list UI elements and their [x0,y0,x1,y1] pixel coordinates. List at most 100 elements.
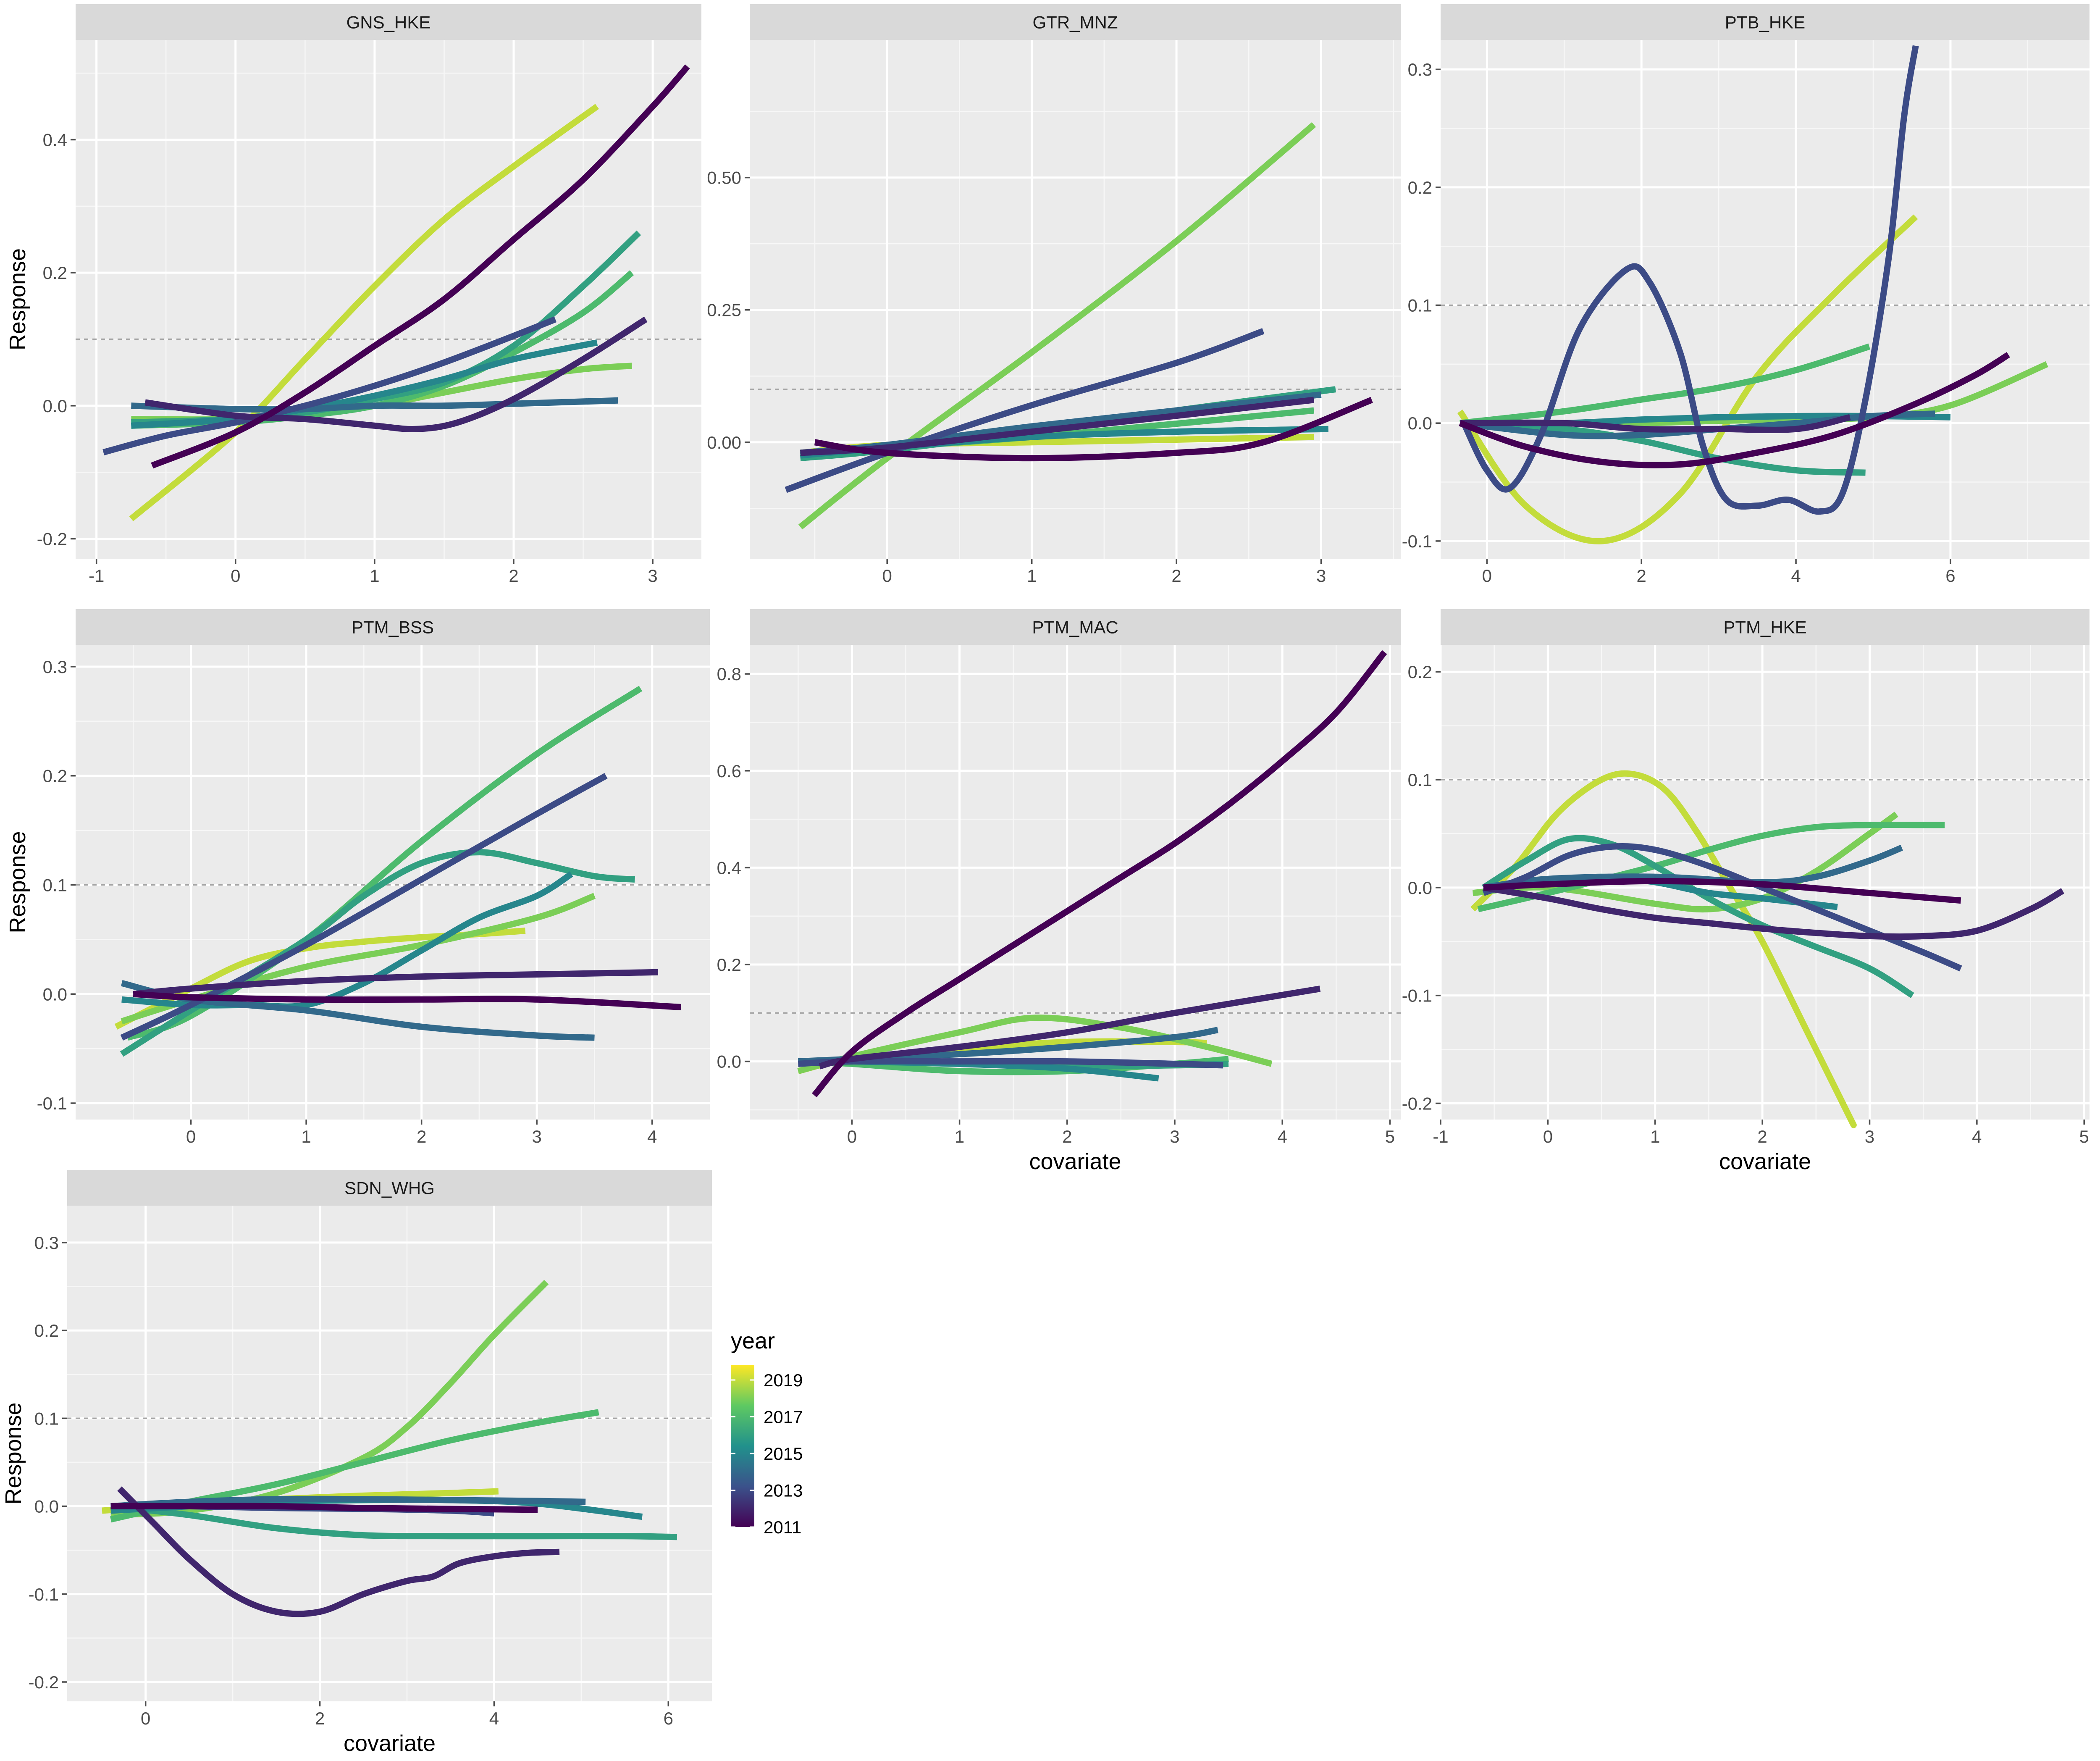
series-line-2017 [1477,822,1945,912]
x-tick-label: 2 [1171,566,1181,586]
series-line-2017 [126,686,643,1041]
legend-label: 2015 [764,1444,803,1464]
panel-background [76,645,710,1120]
y-tick-label: -0.1 [1402,986,1432,1006]
x-tick-label: 0 [1482,566,1492,586]
y-tick-label: 0.3 [43,657,67,677]
x-tick-label: 2 [1062,1127,1072,1146]
series-line-2018 [797,1015,1273,1074]
panel-ptb-hke: PTB_HKE 0 2 4 6 -0.1 0.0 0.1 0.2 0.3 [1402,4,2090,586]
y-axis-title: Response [5,248,30,350]
series-line-2012 [144,316,648,432]
series-line-2016 [110,1503,677,1540]
series-group [102,1280,677,1617]
series-line-2012 [1460,414,1851,433]
x-tick-label: 4 [647,1127,657,1146]
facet-strip [1441,609,2090,645]
panel-ptm-hke: PTM_HKE -1 0 1 2 3 4 5 -0.2 -0.1 0.0 0.1 0.2 covariat… [1402,609,2090,1174]
series-group [114,686,681,1057]
series-group [102,64,690,521]
series-line-2011 [1483,878,1961,904]
x-tick-label: 4 [1278,1127,1287,1146]
x-tick-label: 2 [417,1127,426,1146]
axes: -1 0 1 2 3 4 5 -0.2 -0.1 0.0 0.1 0.2 [1402,662,2089,1146]
y-tick-label: 0.1 [1408,770,1432,790]
x-tick-label: 0 [231,566,240,586]
series-line-2014 [110,1496,586,1509]
x-tick-label: 4 [1791,566,1801,586]
y-tick-label: 0.2 [1408,662,1432,682]
y-tick-label: -0.1 [1402,531,1432,551]
series-line-2012 [117,1486,560,1617]
facet-title: PTB_HKE [1725,13,1805,32]
x-tick-label: 1 [301,1127,311,1146]
x-axis-title: covariate [1719,1149,1811,1174]
y-tick-label: 0.1 [34,1409,59,1428]
series-line-2013 [1461,45,1919,515]
legend-label: 2017 [764,1407,803,1427]
axes: 0 1 2 3 0.00 0.25 0.50 [707,168,1326,586]
series-line-2015 [131,339,598,429]
y-tick-label: 0.3 [34,1233,59,1253]
x-tick-label: 0 [1543,1127,1553,1146]
facet-strip [76,4,701,40]
series-line-2013 [102,316,557,455]
facet-strip [750,4,1401,40]
series-group [785,122,1373,530]
y-tick-label: 0.2 [34,1321,59,1340]
x-tick-label: 3 [1170,1127,1179,1146]
panel-gns-hke: GNS_HKE -1 0 1 2 3 -0.2 0.0 0.2 0.4 Response [5,4,701,586]
series-line-2011 [814,397,1373,462]
series-line-2018 [798,122,1316,530]
y-tick-label: -0.2 [37,529,67,549]
series-line-2011 [133,991,681,1010]
y-tick-label: -0.1 [37,1093,67,1113]
y-tick-label: 0.0 [43,396,67,416]
y-tick-label: 0.0 [717,1052,741,1072]
legend-label: 2013 [764,1481,803,1501]
panel-ptm-mac: PTM_MAC 0 1 2 3 4 5 0.0 0.2 0.4 0.6 0.8 covariate [717,609,1401,1174]
series-line-2018 [110,1280,549,1518]
series-line-2011 [110,1503,538,1513]
facet-title: GNS_HKE [346,13,431,32]
x-tick-label: 0 [186,1127,196,1146]
x-tick-label: 1 [1650,1127,1660,1146]
y-tick-label: 0.2 [717,955,741,975]
y-tick-label: -0.2 [1402,1093,1432,1113]
y-tick-label: 0.3 [1408,60,1432,79]
series-line-2011 [1459,352,2010,468]
series-group [1457,45,2048,544]
y-tick-label: 0.4 [717,858,741,878]
y-tick-label: 0.0 [1408,413,1432,433]
y-tick-label: 0.4 [43,130,67,150]
legend-label: 2011 [764,1517,801,1537]
x-tick-label: 3 [532,1127,542,1146]
colorbar [731,1365,754,1527]
y-tick-label: -0.2 [29,1672,59,1692]
y-tick-label: 0.6 [717,761,741,781]
series-line-2017 [1460,343,1871,426]
x-tick-label: 3 [1865,1127,1874,1146]
y-tick-label: 0.25 [707,300,741,320]
x-tick-label: 4 [489,1708,499,1728]
legend-label: 2019 [764,1370,803,1390]
axes: 0 2 4 6 -0.1 0.0 0.1 0.2 0.3 [1402,60,1956,586]
series-group [1470,770,2064,1128]
panel-sdn-whg: SDN_WHG 0 2 4 6 -0.2 -0.1 0.0 0.1 0.2 0.3 covariate… [1,1170,712,1756]
x-tick-label: 1 [1027,566,1037,586]
series-line-2012 [133,969,658,997]
y-tick-label: 0.50 [707,168,741,188]
x-tick-label: 1 [955,1127,964,1146]
x-tick-label: 5 [1385,1127,1395,1146]
series-line-2019 [1470,770,1857,1128]
series-line-2012 [1483,884,2064,940]
y-tick-label: 0.1 [1408,296,1432,315]
panel-background [1441,40,2090,559]
gridlines [750,645,1401,1120]
x-tick-label: -1 [1433,1127,1448,1146]
x-tick-label: 5 [2079,1127,2089,1146]
y-tick-label: 0.1 [43,875,67,895]
gridlines [67,1206,712,1701]
facet-strip [67,1170,712,1206]
